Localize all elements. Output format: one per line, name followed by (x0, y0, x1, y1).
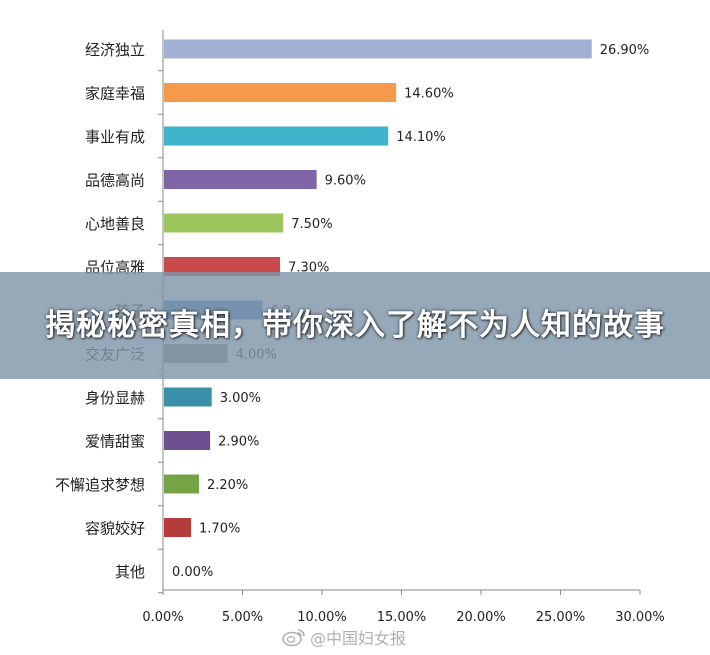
x-tick-label: 25.00% (536, 610, 586, 625)
weibo-icon (282, 629, 305, 647)
value-label: 14.10% (396, 130, 446, 145)
bar-2 (164, 83, 397, 102)
bar-6 (164, 257, 281, 276)
bar-3 (164, 126, 389, 146)
bar-5 (164, 213, 284, 233)
x-tick-labels: 0.00% 5.00% 10.00% 15.00% 20.00% 25.00% 30.00% (142, 590, 665, 625)
value-label: 0.00% (172, 565, 213, 580)
bar-12 (164, 518, 192, 537)
watermark: @中国妇女报 (282, 624, 406, 650)
value-label: 2.90% (218, 435, 259, 450)
value-label: 7.30% (288, 261, 329, 276)
value-label: 9.60% (325, 174, 366, 189)
x-tick-label: 10.00% (297, 610, 347, 625)
banner-title: 揭秘秘密真相，带你深入了解不为人知的故事 (45, 307, 665, 343)
bar-10 (164, 431, 211, 450)
category-label: 品德高尚 (85, 172, 145, 190)
x-tick-label: 5.00% (222, 610, 263, 625)
bar-11 (164, 474, 199, 494)
category-label: 容貌姣好 (85, 520, 145, 538)
category-label: 不懈追求梦想 (55, 476, 145, 494)
category-label: 经济独立 (85, 41, 145, 59)
x-tick-label: 20.00% (456, 610, 506, 625)
x-tick-label: 0.00% (142, 610, 183, 625)
bar-9 (164, 387, 212, 407)
value-label: 3.00% (220, 391, 261, 406)
value-label: 26.90% (600, 43, 650, 58)
overlay-banner: 揭秘秘密真相，带你深入了解不为人知的故事 (0, 272, 710, 379)
value-label: 14.60% (404, 87, 454, 102)
category-label: 心地善良 (85, 215, 145, 233)
x-tick-label: 15.00% (377, 610, 427, 625)
category-label: 爱情甜蜜 (85, 433, 145, 451)
category-label: 身份显赫 (85, 389, 145, 407)
value-labels: 26.90%14.60%14.10%9.60%7.50%7.30%6.24.00… (172, 43, 649, 580)
value-label: 2.20% (207, 478, 248, 493)
watermark-text: @中国妇女报 (310, 629, 407, 648)
value-label: 7.50% (291, 217, 332, 232)
x-tick-label: 30.00% (615, 610, 665, 625)
bar-4 (164, 170, 317, 189)
bar-1 (164, 39, 592, 59)
value-label: 1.70% (199, 522, 240, 537)
category-label: 其他 (115, 563, 145, 581)
category-label: 事业有成 (85, 128, 145, 146)
category-label: 家庭幸福 (85, 85, 145, 103)
